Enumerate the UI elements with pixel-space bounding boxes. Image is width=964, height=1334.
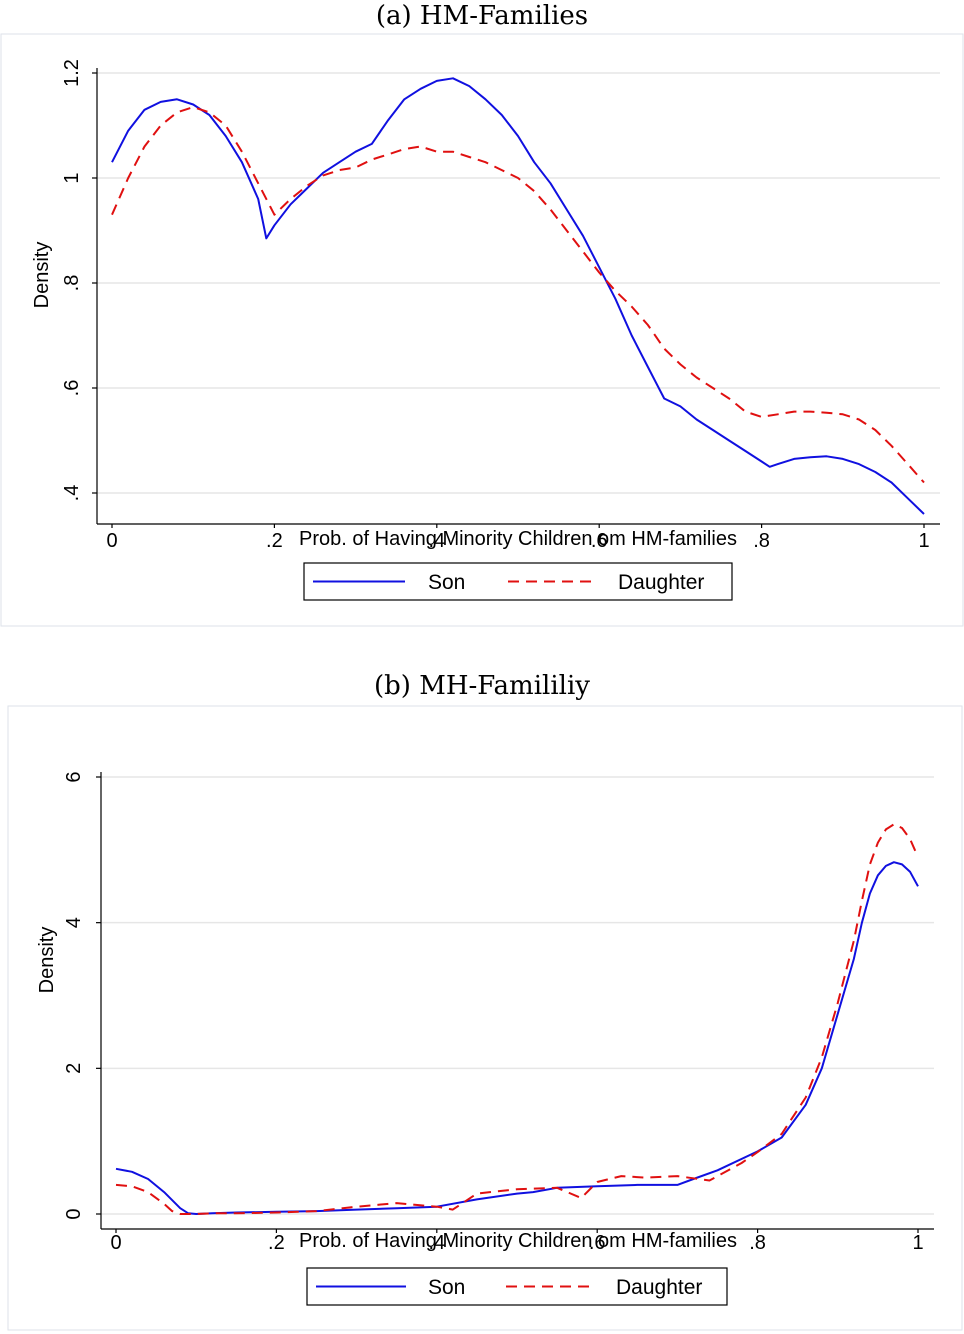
chart-a-y-tick-label-0: .4 [61,485,83,502]
chart-b-series-son [115,861,919,1215]
chart-b-ylabel: Density [36,927,58,994]
chart-b: 0 .2 .4 .6 .8 1 0 2 4 6 Prob. of Having Minority … [7,705,963,1331]
chart-b-frame [7,705,963,1331]
chart-b-legend-son-label: Son [428,1276,465,1299]
chart-a-ylabel: Density [31,242,53,309]
panel-a: (a) HM-Families 0 .2 .4 .6 .8 1 .4 .6 .8 1 1.2 Pro… [0,0,964,630]
chart-b-legend-daughter-label: Daughter [616,1276,702,1299]
panel-b: (b) MH-Famililiy 0 .2 .4 .6 .8 1 0 2 4 6 Prob. of… [0,668,964,1334]
chart-a-x-tick-label-3: .6 [591,530,608,552]
chart-b-x-tick-label-4: .8 [749,1232,766,1254]
chart-a-series-daughter [111,106,925,484]
chart-b-series-daughter [115,823,919,1215]
chart-a-x-tick-label-0: 0 [106,530,117,552]
chart-a-y-tick-label-4: 1.2 [61,59,83,87]
chart-a-series-son [111,77,925,515]
chart-b-x-tick-label-2: .4 [428,1232,445,1254]
chart-b-x-tick-label-5: 1 [912,1232,923,1254]
chart-b-x-tick-label-0: 0 [110,1232,121,1254]
chart-a-y-tick-label-2: .8 [61,275,83,292]
chart-a-y-tick-label-3: 1 [61,172,83,183]
chart-b-y-tick-label-1: 2 [63,1063,85,1074]
chart-a-x-tick-label-4: .8 [753,530,770,552]
chart-a: 0 .2 .4 .6 .8 1 .4 .6 .8 1 1.2 Prob. of Having Min… [0,33,964,627]
chart-a-xlabel: Prob. of Having Minority Children om HM-… [299,528,737,550]
chart-a-legend-son-label: Son [428,571,465,594]
chart-a-y-tick-label-1: .6 [61,380,83,397]
panel-a-caption: (a) HM-Families [375,1,589,31]
chart-a-x-tick-label-2: .4 [428,530,445,552]
chart-a-legend: Son Daughter [303,562,733,601]
chart-b-xlabel: Prob. of Having Minority Children om HM-… [299,1230,737,1252]
chart-b-legend: Son Daughter [306,1267,728,1306]
chart-a-x-tick-label-5: 1 [918,530,929,552]
chart-b-y-tick-label-0: 0 [63,1208,85,1219]
chart-b-x-tick-label-1: .2 [268,1232,285,1254]
chart-b-y-tick-label-3: 6 [63,771,85,782]
chart-b-x-tick-label-3: .6 [589,1232,606,1254]
chart-a-frame [0,33,964,627]
panel-b-caption: (b) MH-Famililiy [374,671,590,701]
chart-b-y-tick-label-2: 4 [63,917,85,928]
chart-a-x-tick-label-1: .2 [266,530,283,552]
chart-a-legend-daughter-label: Daughter [618,571,704,594]
